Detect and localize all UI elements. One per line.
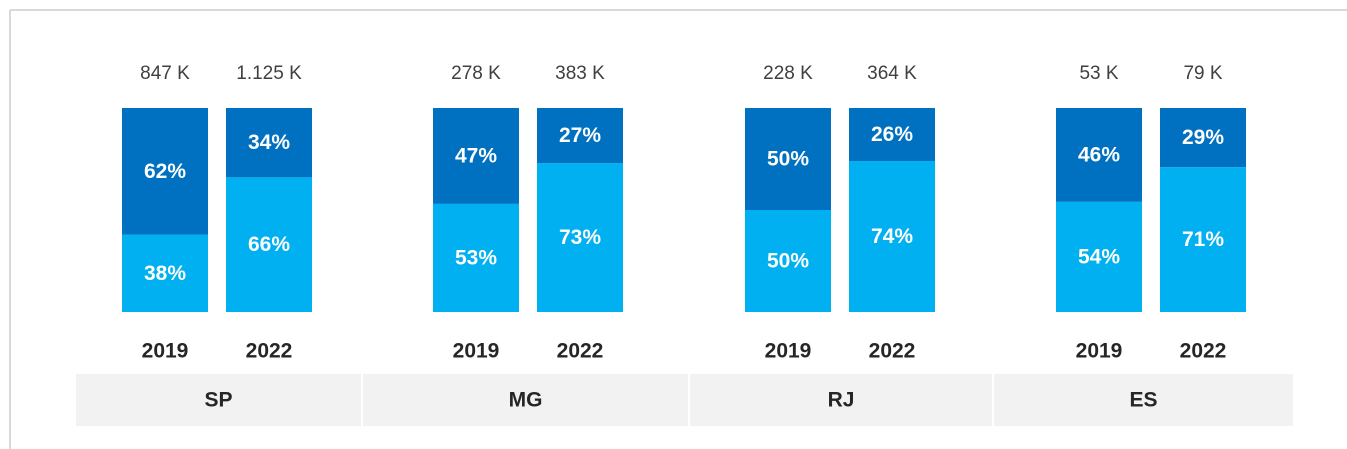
x-tick-label: 2019 xyxy=(453,340,500,363)
value-label: 26% xyxy=(871,123,913,146)
bar-segment xyxy=(849,161,935,312)
value-label: 29% xyxy=(1182,126,1224,149)
bar-segment xyxy=(1160,108,1246,168)
group-panel xyxy=(690,374,992,426)
bar-segment xyxy=(1160,167,1246,312)
bar-segment xyxy=(1056,201,1142,312)
value-label: 50% xyxy=(767,148,809,171)
x-tick-label: 2022 xyxy=(246,340,293,363)
bar-segment xyxy=(537,163,623,312)
group-label: SP xyxy=(204,389,232,412)
value-label: 47% xyxy=(455,144,497,167)
total-label: 228 K xyxy=(763,63,813,84)
total-label: 278 K xyxy=(451,63,501,84)
bar-segment xyxy=(122,108,208,235)
x-tick-label: 2022 xyxy=(557,340,604,363)
total-label: 383 K xyxy=(555,63,605,84)
value-label: 74% xyxy=(871,225,913,248)
value-label: 46% xyxy=(1078,143,1120,166)
value-label: 38% xyxy=(144,262,186,285)
value-label: 53% xyxy=(455,246,497,269)
bar-segment xyxy=(849,108,935,162)
bar-segment xyxy=(745,210,831,312)
bar-segment xyxy=(226,177,312,312)
value-label: 34% xyxy=(248,131,290,154)
group-label: RJ xyxy=(828,389,855,412)
bar-segment xyxy=(226,108,312,178)
x-tick-label: 2019 xyxy=(142,340,189,363)
x-tick-label: 2019 xyxy=(1076,340,1123,363)
bar-segment xyxy=(1056,108,1142,202)
value-label: 54% xyxy=(1078,245,1120,268)
x-tick-label: 2022 xyxy=(869,340,916,363)
total-label: 1.125 K xyxy=(236,63,302,84)
group-panel xyxy=(994,374,1293,426)
bar-segment xyxy=(537,108,623,164)
total-label: 79 K xyxy=(1183,63,1222,84)
bar-segment xyxy=(745,108,831,210)
total-label: 847 K xyxy=(140,63,190,84)
group-panel xyxy=(76,374,361,426)
x-tick-label: 2022 xyxy=(1180,340,1227,363)
value-label: 50% xyxy=(767,250,809,273)
group-label: ES xyxy=(1129,389,1157,412)
x-tick-label: 2019 xyxy=(765,340,812,363)
value-label: 71% xyxy=(1182,228,1224,251)
total-label: 53 K xyxy=(1079,63,1118,84)
value-label: 62% xyxy=(144,160,186,183)
value-label: 66% xyxy=(248,233,290,256)
group-panel xyxy=(363,374,688,426)
bar-segment xyxy=(122,234,208,312)
value-label: 73% xyxy=(559,226,601,249)
value-label: 27% xyxy=(559,124,601,147)
bar-segment xyxy=(433,108,519,204)
group-label: MG xyxy=(509,389,543,412)
bar-segment xyxy=(433,203,519,312)
total-label: 364 K xyxy=(867,63,917,84)
